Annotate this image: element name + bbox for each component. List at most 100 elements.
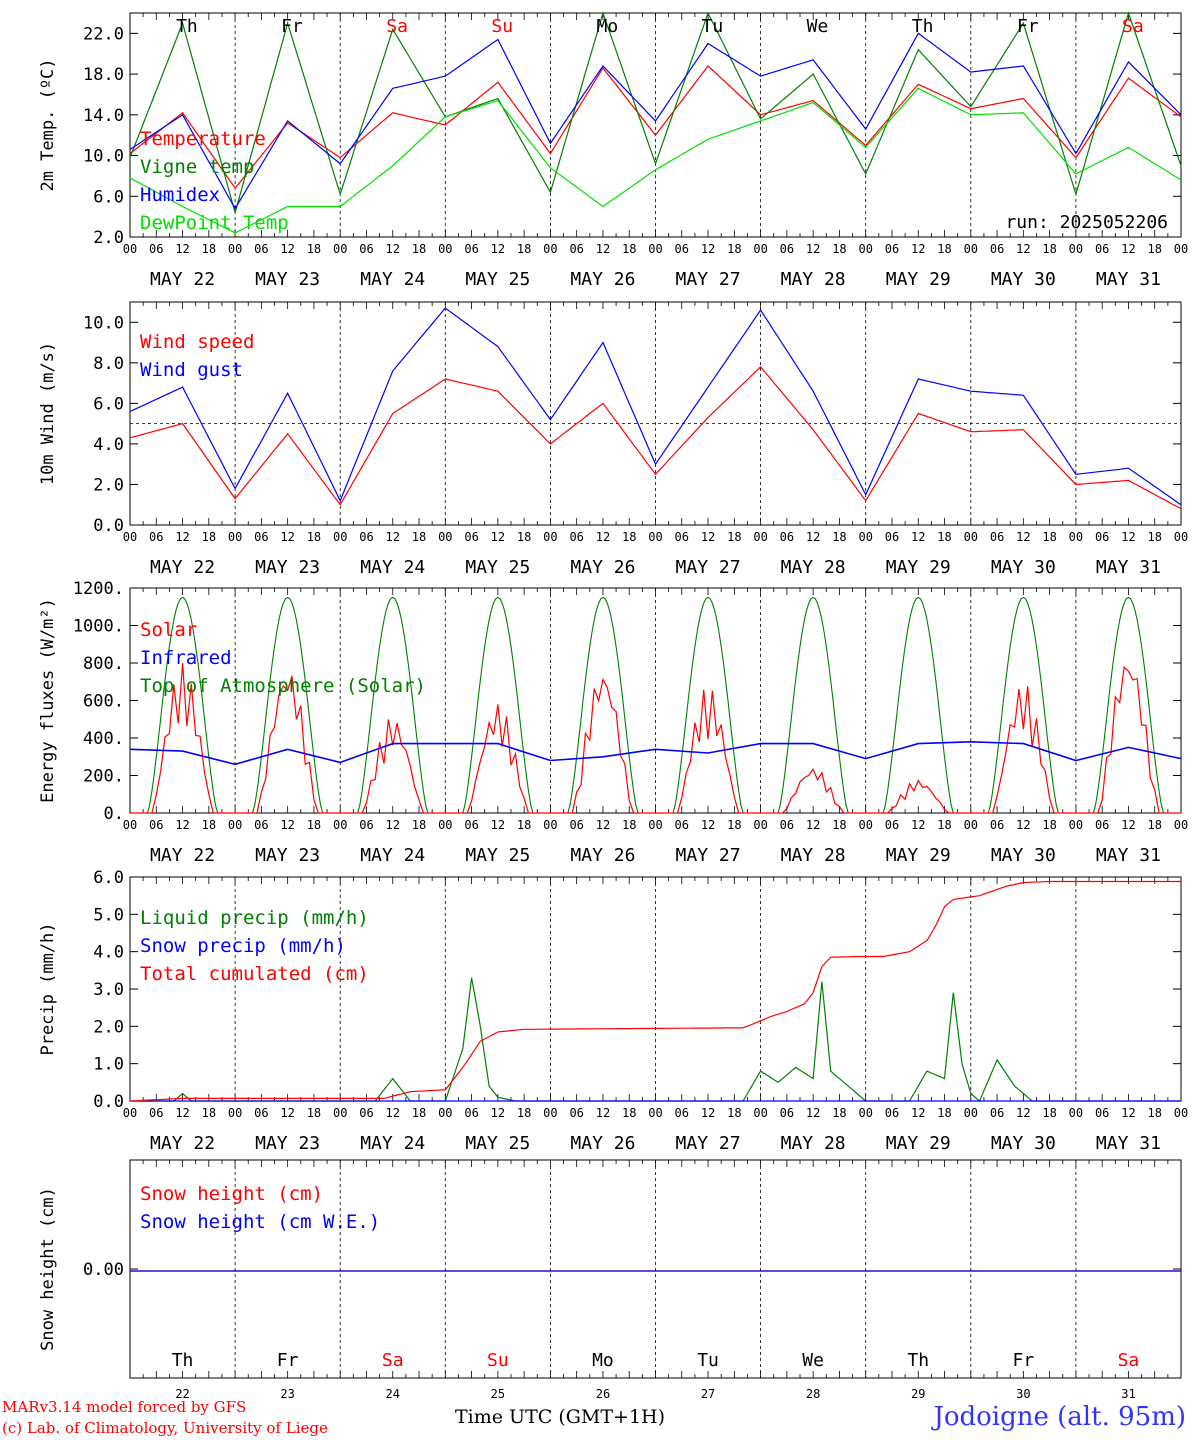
date-label: MAY 27 — [676, 557, 741, 578]
hour-label: 18 — [1042, 530, 1056, 544]
hour-label: 18 — [832, 530, 846, 544]
hour-label: 00 — [438, 818, 452, 832]
station-label: Jodoigne (alt. 95m) — [933, 1402, 1186, 1432]
y-tick-label: 6.0 — [93, 868, 124, 888]
hour-label: 00 — [333, 530, 347, 544]
day-number: 23 — [280, 1387, 294, 1401]
date-label: MAY 30 — [991, 269, 1056, 290]
hour-label: 18 — [727, 242, 741, 256]
hour-label: 12 — [386, 1106, 400, 1120]
hour-label: 12 — [596, 1106, 610, 1120]
hour-label: 06 — [254, 530, 268, 544]
date-label: MAY 26 — [570, 845, 635, 866]
hour-label: 00 — [964, 1106, 978, 1120]
hour-label: 00 — [123, 242, 137, 256]
date-label: MAY 31 — [1096, 845, 1161, 866]
hour-label: 18 — [832, 242, 846, 256]
hour-label: 06 — [675, 818, 689, 832]
y-tick-label: 2.0 — [93, 1017, 124, 1037]
legend-entry: Liquid precip (mm/h) — [140, 907, 369, 929]
hour-label: 00 — [438, 530, 452, 544]
y-tick-label: 200. — [83, 767, 124, 787]
y-axis-title: Energy fluxes (W/m²) — [38, 598, 58, 803]
hour-label: 12 — [280, 530, 294, 544]
day-abbr-top: Tu — [702, 16, 724, 37]
hour-label: 00 — [858, 818, 872, 832]
day-abbr-top: Fr — [1017, 16, 1039, 37]
y-tick-label: 0.00 — [83, 1260, 124, 1280]
date-label: MAY 28 — [781, 845, 846, 866]
hour-label: 18 — [517, 242, 531, 256]
date-label: MAY 31 — [1096, 269, 1161, 290]
hour-label: 00 — [123, 1106, 137, 1120]
hour-label: 18 — [622, 1106, 636, 1120]
hour-label: 06 — [885, 242, 899, 256]
day-abbr-bottom: Tu — [697, 1350, 719, 1371]
date-label: MAY 23 — [255, 845, 320, 866]
hour-label: 18 — [202, 1106, 216, 1120]
hour-label: 06 — [990, 530, 1004, 544]
hour-label: 12 — [596, 530, 610, 544]
hour-label: 12 — [1016, 1106, 1030, 1120]
hour-label: 12 — [1121, 530, 1135, 544]
hour-label: 06 — [780, 818, 794, 832]
hour-label: 18 — [727, 530, 741, 544]
hour-label: 12 — [701, 818, 715, 832]
day-abbr-top: Sa — [386, 16, 408, 37]
y-tick-label: 4.0 — [93, 943, 124, 963]
hour-label: 06 — [885, 1106, 899, 1120]
hour-label: 00 — [228, 1106, 242, 1120]
day-abbr-top: Su — [491, 16, 513, 37]
y-tick-label: 1000. — [73, 617, 124, 637]
hour-label: 00 — [543, 242, 557, 256]
x-axis-title: Time UTC (GMT+1H) — [455, 1406, 666, 1428]
y-tick-label: 3.0 — [93, 980, 124, 1000]
hour-label: 00 — [753, 1106, 767, 1120]
date-label: MAY 31 — [1096, 1133, 1161, 1154]
date-label: MAY 28 — [781, 557, 846, 578]
hour-label: 06 — [464, 242, 478, 256]
date-label: MAY 29 — [886, 1133, 951, 1154]
hour-label: 18 — [202, 530, 216, 544]
hour-label: 06 — [1095, 1106, 1109, 1120]
hour-label: 00 — [333, 242, 347, 256]
hour-label: 18 — [412, 818, 426, 832]
y-tick-label: 0.0 — [93, 1092, 124, 1112]
date-label: MAY 24 — [360, 269, 425, 290]
date-label: MAY 22 — [150, 557, 215, 578]
y-tick-label: 5.0 — [93, 905, 124, 925]
panel-frame-energy — [129, 587, 1182, 814]
y-tick-label: 22.0 — [83, 24, 124, 44]
series-infrared — [129, 740, 1182, 766]
date-label: MAY 25 — [465, 269, 530, 290]
y-tick-label: 600. — [83, 692, 124, 712]
hour-label: 18 — [1147, 530, 1161, 544]
hour-label: 12 — [806, 1106, 820, 1120]
date-label: MAY 31 — [1096, 557, 1161, 578]
hour-label: 00 — [543, 818, 557, 832]
hour-label: 06 — [149, 818, 163, 832]
day-number: 26 — [596, 1387, 610, 1401]
hour-label: 00 — [1174, 242, 1188, 256]
hour-label: 12 — [386, 818, 400, 832]
y-tick-label: 0. — [104, 804, 124, 824]
y-tick-label: 1.0 — [93, 1055, 124, 1075]
date-label: MAY 22 — [150, 1133, 215, 1154]
date-label: MAY 29 — [886, 845, 951, 866]
hour-label: 06 — [359, 1106, 373, 1120]
series-total-cumulated-cm- — [129, 880, 1181, 1102]
series-solar — [130, 662, 1181, 814]
hour-label: 00 — [1069, 530, 1083, 544]
hour-label: 18 — [937, 1106, 951, 1120]
hour-label: 12 — [806, 530, 820, 544]
hour-label: 06 — [780, 530, 794, 544]
day-abbr-bottom: Su — [487, 1350, 509, 1371]
hour-label: 06 — [1095, 530, 1109, 544]
hour-label: 12 — [1121, 1106, 1135, 1120]
hour-label: 06 — [569, 818, 583, 832]
legend-entry: Wind gust — [140, 359, 243, 381]
hour-label: 06 — [990, 1106, 1004, 1120]
day-abbr-top: Fr — [281, 16, 303, 37]
date-label: MAY 25 — [465, 1133, 530, 1154]
date-label: MAY 27 — [676, 1133, 741, 1154]
